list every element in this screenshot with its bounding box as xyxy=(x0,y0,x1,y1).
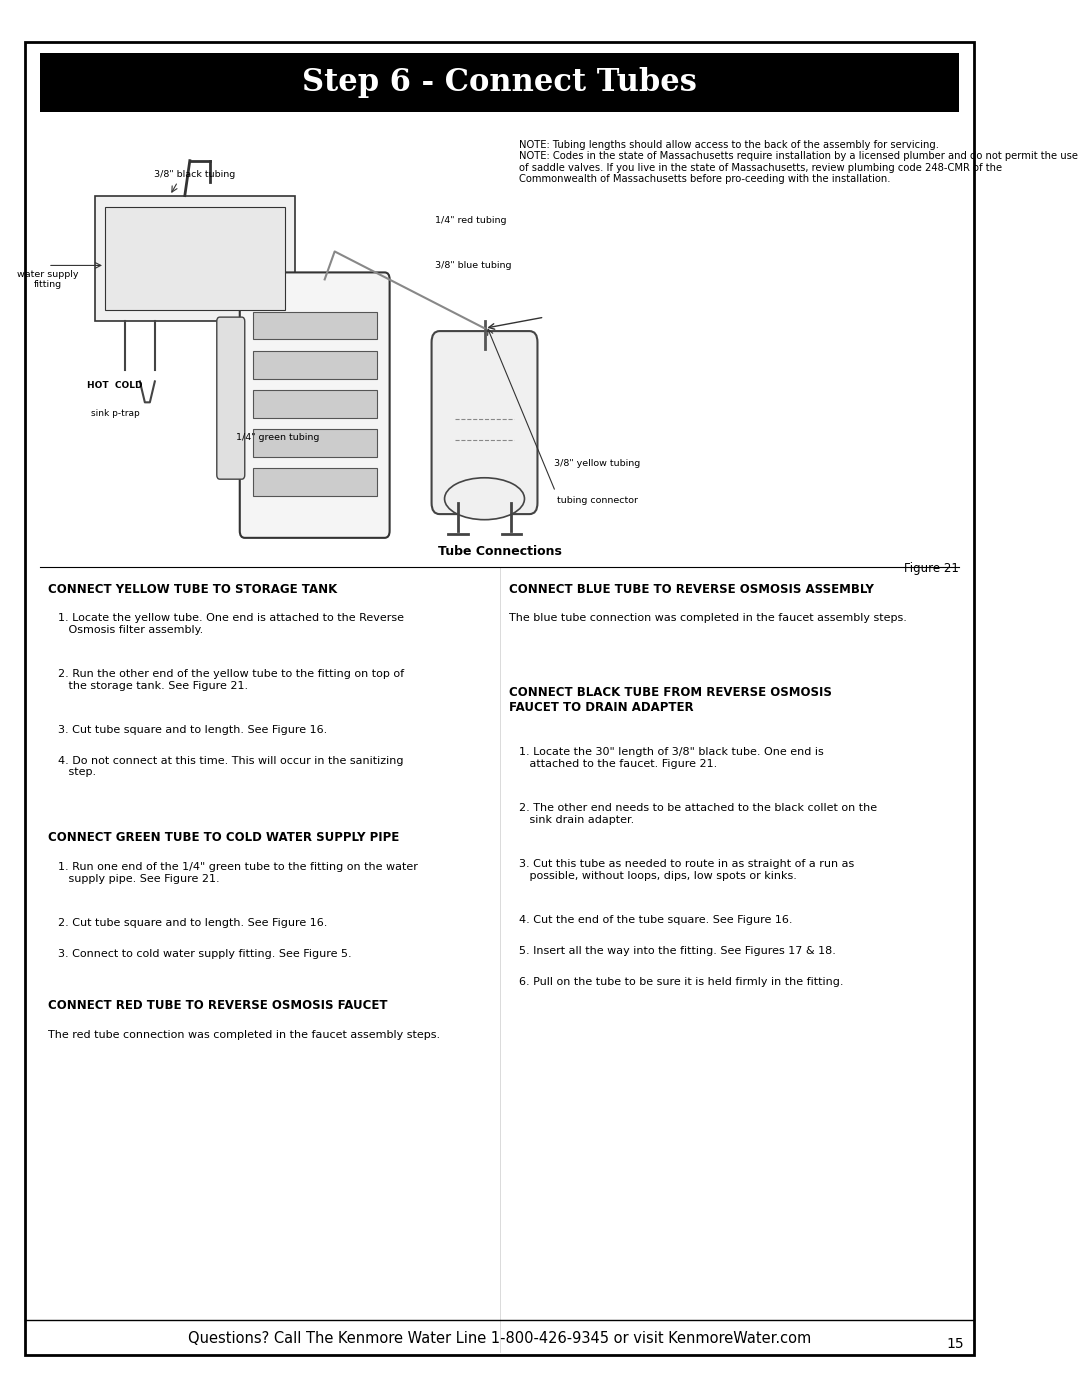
Text: The red tube connection was completed in the faucet assembly steps.: The red tube connection was completed in… xyxy=(48,1030,440,1039)
Text: 2. Cut tube square and to length. See Figure 16.: 2. Cut tube square and to length. See Fi… xyxy=(58,918,327,928)
Text: 1. Run one end of the 1/4" green tube to the fitting on the water
   supply pipe: 1. Run one end of the 1/4" green tube to… xyxy=(58,862,418,883)
Text: 1/4" green tubing: 1/4" green tubing xyxy=(237,433,320,441)
Text: 3. Cut this tube as needed to route in as straight of a run as
   possible, with: 3. Cut this tube as needed to route in a… xyxy=(519,859,854,880)
Text: CONNECT GREEN TUBE TO COLD WATER SUPPLY PIPE: CONNECT GREEN TUBE TO COLD WATER SUPPLY … xyxy=(48,831,400,844)
Text: 1. Locate the yellow tube. One end is attached to the Reverse
   Osmosis filter : 1. Locate the yellow tube. One end is at… xyxy=(58,613,404,634)
FancyBboxPatch shape xyxy=(253,468,377,496)
FancyBboxPatch shape xyxy=(253,429,377,457)
Text: 3/8" black tubing: 3/8" black tubing xyxy=(154,170,235,179)
Text: Figure 21: Figure 21 xyxy=(904,562,959,574)
Text: sink p-trap: sink p-trap xyxy=(91,409,139,418)
Text: 2. Run the other end of the yellow tube to the fitting on top of
   the storage : 2. Run the other end of the yellow tube … xyxy=(58,669,404,690)
Text: 3. Connect to cold water supply fitting. See Figure 5.: 3. Connect to cold water supply fitting.… xyxy=(58,949,352,958)
Text: CONNECT BLACK TUBE FROM REVERSE OSMOSIS
FAUCET TO DRAIN ADAPTER: CONNECT BLACK TUBE FROM REVERSE OSMOSIS … xyxy=(510,686,833,714)
Text: Step 6 - Connect Tubes: Step 6 - Connect Tubes xyxy=(302,67,697,98)
Text: 1/4" red tubing: 1/4" red tubing xyxy=(434,217,507,225)
Text: 4. Do not connect at this time. This will occur in the sanitizing
   step.: 4. Do not connect at this time. This wil… xyxy=(58,756,404,777)
Text: 15: 15 xyxy=(946,1337,964,1351)
FancyBboxPatch shape xyxy=(240,272,390,538)
Text: 2. The other end needs to be attached to the black collet on the
   sink drain a: 2. The other end needs to be attached to… xyxy=(519,803,878,824)
FancyBboxPatch shape xyxy=(40,53,959,112)
Text: CONNECT BLUE TUBE TO REVERSE OSMOSIS ASSEMBLY: CONNECT BLUE TUBE TO REVERSE OSMOSIS ASS… xyxy=(510,583,875,595)
Text: CONNECT RED TUBE TO REVERSE OSMOSIS FAUCET: CONNECT RED TUBE TO REVERSE OSMOSIS FAUC… xyxy=(48,999,388,1011)
Text: CONNECT YELLOW TUBE TO STORAGE TANK: CONNECT YELLOW TUBE TO STORAGE TANK xyxy=(48,583,337,595)
FancyBboxPatch shape xyxy=(217,317,245,479)
Text: HOT  COLD: HOT COLD xyxy=(87,381,143,390)
Text: 1. Locate the 30" length of 3/8" black tube. One end is
   attached to the fauce: 1. Locate the 30" length of 3/8" black t… xyxy=(519,747,824,768)
Text: Questions? Call The Kenmore Water Line 1-800-426-9345 or visit KenmoreWater.com: Questions? Call The Kenmore Water Line 1… xyxy=(188,1331,811,1345)
Text: water supply
fitting: water supply fitting xyxy=(17,270,79,289)
Text: 4. Cut the end of the tube square. See Figure 16.: 4. Cut the end of the tube square. See F… xyxy=(519,915,793,925)
Text: Tube Connections: Tube Connections xyxy=(437,545,562,557)
Ellipse shape xyxy=(445,478,525,520)
Text: 5. Insert all the way into the fitting. See Figures 17 & 18.: 5. Insert all the way into the fitting. … xyxy=(519,946,836,956)
Text: NOTE: Tubing lengths should allow access to the back of the assembly for servici: NOTE: Tubing lengths should allow access… xyxy=(519,140,1079,184)
Text: 3. Cut tube square and to length. See Figure 16.: 3. Cut tube square and to length. See Fi… xyxy=(58,725,327,735)
FancyBboxPatch shape xyxy=(105,207,285,310)
FancyBboxPatch shape xyxy=(253,351,377,379)
Text: 3/8" blue tubing: 3/8" blue tubing xyxy=(434,261,511,270)
Text: 3/8" yellow tubing: 3/8" yellow tubing xyxy=(554,460,640,468)
FancyBboxPatch shape xyxy=(95,196,295,321)
FancyBboxPatch shape xyxy=(253,390,377,418)
Text: The blue tube connection was completed in the faucet assembly steps.: The blue tube connection was completed i… xyxy=(510,613,907,623)
Text: tubing connector: tubing connector xyxy=(557,496,638,504)
FancyBboxPatch shape xyxy=(253,312,377,339)
FancyBboxPatch shape xyxy=(25,42,974,1355)
Text: 6. Pull on the tube to be sure it is held firmly in the fitting.: 6. Pull on the tube to be sure it is hel… xyxy=(519,977,843,986)
FancyBboxPatch shape xyxy=(432,331,538,514)
